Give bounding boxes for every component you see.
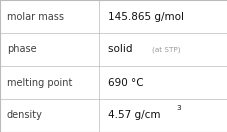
Text: 145.865 g/mol: 145.865 g/mol <box>108 11 183 22</box>
Text: (at STP): (at STP) <box>151 46 179 53</box>
Text: molar mass: molar mass <box>7 11 64 22</box>
Text: 3: 3 <box>176 105 180 111</box>
Text: 4.57 g/cm: 4.57 g/cm <box>108 110 160 121</box>
Text: phase: phase <box>7 44 36 55</box>
Text: 690 °C: 690 °C <box>108 77 143 88</box>
Text: density: density <box>7 110 42 121</box>
Text: solid: solid <box>108 44 139 55</box>
Text: melting point: melting point <box>7 77 72 88</box>
